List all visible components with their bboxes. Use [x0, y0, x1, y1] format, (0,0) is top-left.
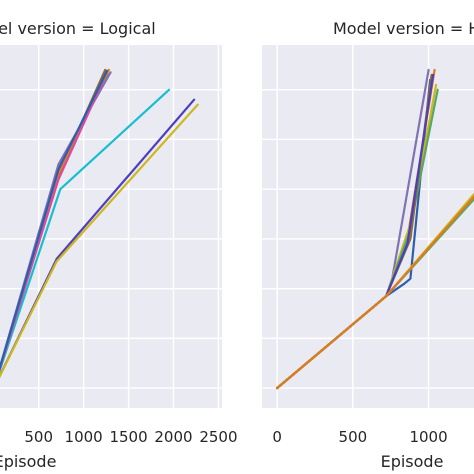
- x-axis-label: Episode: [0, 452, 56, 471]
- x-tick-label: 2500: [199, 428, 237, 446]
- series-line-2: [0, 103, 199, 379]
- right-panel: 0 500 1000 Model version = Hybrid Episode: [262, 19, 474, 471]
- series-line-10: [0, 69, 109, 372]
- series-line-3: [0, 88, 171, 374]
- x-axis-label: Episode: [381, 452, 444, 471]
- plot-background: [0, 45, 222, 408]
- x-tick-label: 1500: [109, 428, 147, 446]
- x-tick-label: 1000: [409, 428, 447, 446]
- panel-title: Model version = Logical: [0, 19, 156, 38]
- panel-title: Model version = Hybrid: [333, 19, 474, 38]
- plot-background: [262, 45, 474, 408]
- series-line-10: [276, 195, 474, 390]
- x-tick-label: 2000: [154, 428, 192, 446]
- x-tick-label: 0: [272, 428, 282, 446]
- x-tick-label: 500: [24, 428, 53, 446]
- left-panel: 05001000150020002500Model version = Logi…: [0, 19, 238, 471]
- x-tick-label: 1000: [65, 428, 103, 446]
- x-tick-label: 500: [339, 428, 368, 446]
